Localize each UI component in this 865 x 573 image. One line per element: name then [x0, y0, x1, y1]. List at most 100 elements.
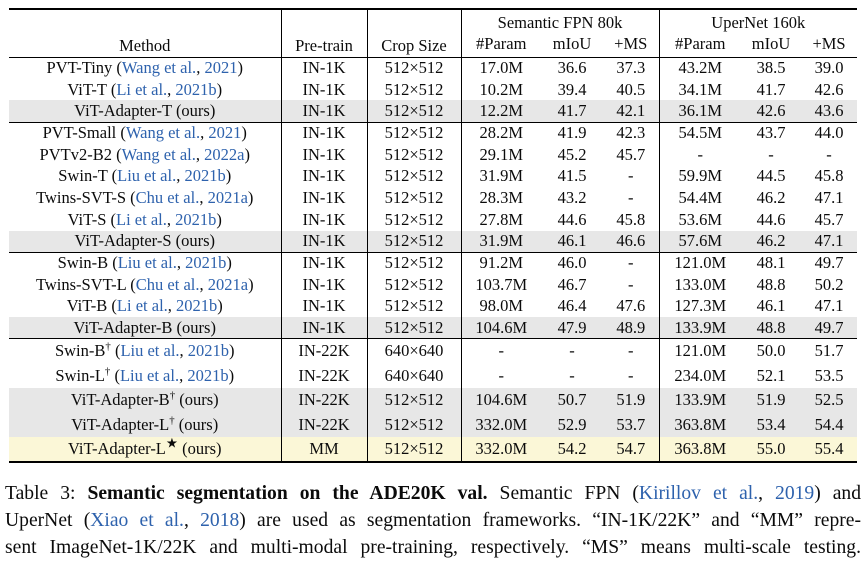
- col-header-uper-miou: mIoU: [751, 34, 791, 53]
- fpn-ms-cell: -: [628, 365, 634, 385]
- uper-miou-cell: 46.2: [756, 231, 786, 251]
- method-cell: ViT-Adapter-S (ours): [9, 231, 281, 253]
- uper-ms-cell: -: [826, 144, 832, 164]
- uper-ms-cell: 50.2: [814, 274, 844, 294]
- method-cell: PVTv2-B2 (Wang et al., 2022a): [9, 144, 281, 166]
- citation-link[interactable]: 2021: [208, 123, 242, 143]
- fpn-miou-cell: 52.9: [557, 415, 587, 435]
- paren: ): [247, 187, 254, 207]
- caption-text: sent ImageNet-1K/22K and multi-modal pre…: [5, 536, 861, 558]
- crop-size-cell: 512×512: [366, 273, 461, 296]
- pretrain-cell: IN-1K: [280, 295, 367, 318]
- fpn-ms-cell: 53.7: [616, 415, 646, 435]
- citation-link[interactable]: Wang et al.: [121, 144, 196, 164]
- citation-link[interactable]: 2021b: [184, 166, 226, 186]
- citation-link[interactable]: Wang et al.: [125, 123, 201, 143]
- citation-link[interactable]: Chu et al.: [135, 274, 200, 294]
- fpn-miou-cell: 46.4: [557, 296, 587, 316]
- comma: ,: [176, 253, 186, 273]
- uper-param-cell: 133.9M: [658, 388, 741, 413]
- citation-link[interactable]: 2021b: [187, 365, 229, 385]
- paren: (: [107, 296, 117, 316]
- fpn-param-cell: 103.7M: [460, 273, 541, 296]
- citation-link[interactable]: Kirillov et al.: [638, 482, 759, 504]
- citation-link[interactable]: 2021a: [207, 187, 248, 207]
- comma: ,: [166, 209, 176, 229]
- citation-link[interactable]: 2019: [775, 482, 815, 504]
- uper-param-cell: 36.1M: [658, 100, 741, 123]
- fpn-ms-cell: -: [628, 274, 634, 294]
- method-name: PVT-Tiny: [46, 58, 113, 78]
- fpn-param-cell: 12.2M: [460, 100, 541, 123]
- method-cell: PVT-Tiny (Wang et al., 2021): [9, 57, 281, 79]
- citation-link[interactable]: 2021b: [175, 209, 217, 229]
- uper-miou-cell: 44.5: [756, 166, 786, 186]
- citation-link[interactable]: 2018: [200, 509, 240, 531]
- citation-link[interactable]: Chu et al.: [135, 187, 200, 207]
- citation-link[interactable]: 2021: [204, 58, 238, 78]
- citation-link[interactable]: Xiao et al.: [90, 509, 184, 531]
- paren: (: [110, 341, 121, 361]
- uper-ms-cell: 39.0: [814, 58, 844, 78]
- uper-miou-cell: 53.4: [756, 415, 786, 435]
- fpn-param-cell: 332.0M: [460, 437, 541, 462]
- paren: (: [126, 274, 136, 294]
- paren: (: [107, 166, 118, 186]
- citation-link[interactable]: Liu et al.: [119, 365, 180, 385]
- citation-link[interactable]: 2021a: [207, 274, 249, 294]
- uper-param-cell: 54.4M: [658, 187, 741, 209]
- paper-table-figure: Method Pre-train Crop Size Semantic FPN …: [0, 8, 865, 573]
- ours-label: (ours): [172, 317, 216, 337]
- fpn-ms-cell: 42.1: [616, 100, 646, 120]
- uper-ms-cell: 45.7: [814, 209, 844, 229]
- method-cell: Swin-T (Liu et al., 2021b): [9, 165, 281, 187]
- citation-link[interactable]: 2021b: [187, 341, 230, 361]
- crop-size-cell: 512×512: [366, 78, 461, 101]
- citation-link[interactable]: 2021b: [185, 253, 227, 273]
- crop-size-cell: 512×512: [366, 388, 461, 413]
- citation-link[interactable]: Wang et al.: [121, 58, 197, 78]
- method-name: ViT-Adapter-T: [74, 100, 172, 120]
- crop-size-cell: 512×512: [366, 187, 461, 209]
- citation-link[interactable]: 2021b: [175, 79, 217, 99]
- ours-label: (ours): [174, 415, 219, 435]
- col-header-fpn-param: #Param: [460, 34, 541, 57]
- citation-link[interactable]: Liu et al.: [117, 253, 177, 273]
- pretrain-cell: IN-22K: [280, 388, 367, 413]
- comma: ,: [167, 79, 176, 99]
- citation-link[interactable]: Liu et al.: [117, 166, 177, 186]
- uper-param-cell: -: [658, 143, 741, 166]
- uper-miou-cell: 55.0: [756, 439, 786, 459]
- table-group-1: PVT-Tiny (Wang et al., 2021) IN-1K 512×512…: [9, 57, 858, 123]
- citation-link[interactable]: Li et al.: [116, 209, 167, 229]
- citation-link[interactable]: Li et al.: [116, 79, 168, 99]
- fpn-miou-cell: 46.1: [557, 231, 587, 251]
- paren: (: [106, 209, 117, 229]
- fpn-ms-cell: 51.9: [616, 390, 646, 410]
- caption-text: ) are used as segmentation frameworks. “…: [239, 509, 861, 531]
- citation-link[interactable]: Li et al.: [116, 296, 168, 316]
- citation-link[interactable]: 2022a: [204, 144, 245, 164]
- citation-link[interactable]: 2021b: [176, 296, 218, 316]
- pretrain-cell: IN-1K: [280, 100, 367, 123]
- paren: (: [116, 123, 126, 143]
- crop-size-cell: 512×512: [366, 57, 461, 79]
- uper-miou-cell: 48.8: [756, 317, 786, 337]
- dagger-marker: †: [105, 340, 111, 353]
- fpn-ms-cell: 40.5: [616, 79, 646, 99]
- method-cell: ViT-Adapter-B (ours): [9, 317, 281, 339]
- citation-link[interactable]: Liu et al.: [120, 341, 180, 361]
- table-row: PVT-Small (Wang et al., 2021) IN-1K 512×51…: [9, 122, 857, 144]
- pretrain-cell: IN-22K: [280, 338, 367, 364]
- table-group-3: Swin-B (Liu et al., 2021b) IN-1K 512×512 91…: [9, 252, 858, 339]
- pretrain-cell: IN-1K: [280, 143, 367, 166]
- paren: ): [217, 296, 223, 316]
- method-cell: ViT-Adapter-B† (ours): [9, 388, 281, 413]
- col-header-fpn-miou: mIoU: [552, 34, 592, 53]
- pretrain-cell: IN-1K: [280, 122, 367, 144]
- crop-size-cell: 512×512: [366, 100, 461, 123]
- pretrain-cell: IN-1K: [280, 57, 367, 79]
- table-row: ViT-Adapter-T (ours) IN-1K 512×512 12.2M 41.…: [9, 100, 858, 123]
- comma: ,: [179, 365, 188, 385]
- uper-ms-cell: 52.5: [814, 390, 844, 410]
